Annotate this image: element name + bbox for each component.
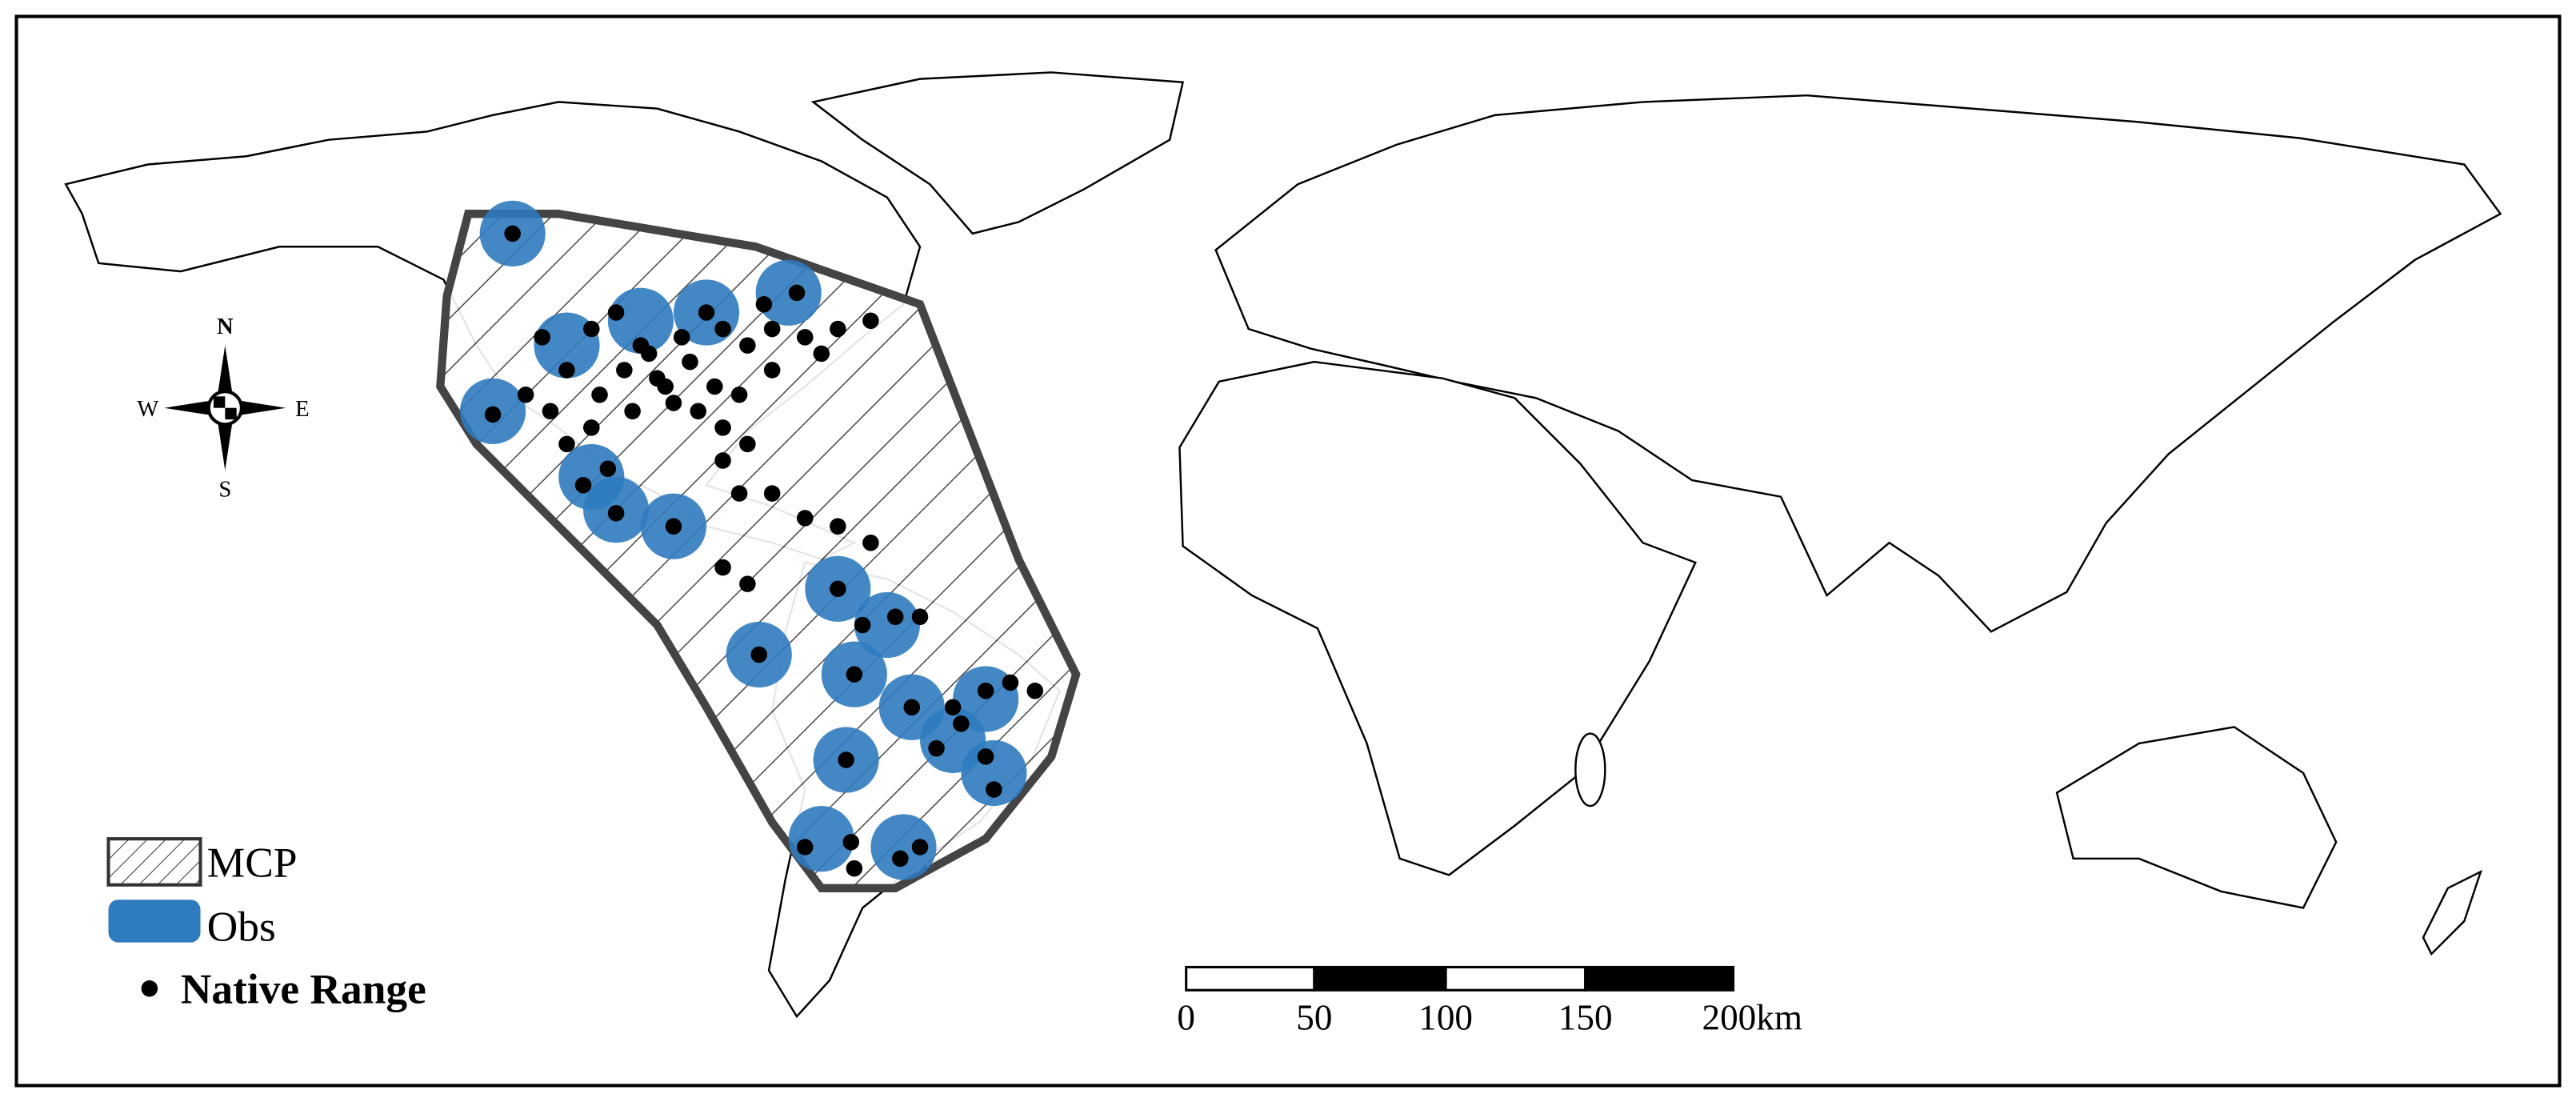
native-point	[846, 666, 863, 683]
native-point	[665, 518, 682, 535]
new-zealand	[2422, 869, 2483, 956]
native-point	[714, 419, 731, 436]
native-point	[706, 378, 723, 395]
native-point	[574, 477, 592, 494]
native-point	[838, 751, 854, 768]
native-point	[862, 312, 879, 330]
native-point	[739, 435, 756, 453]
native-point	[698, 304, 715, 321]
legend-obs-swatch	[108, 900, 201, 943]
native-point	[730, 386, 748, 403]
native-point	[558, 362, 575, 379]
native-point	[484, 406, 502, 423]
native-point	[558, 435, 575, 453]
native-point	[830, 320, 846, 338]
native-point	[854, 616, 871, 634]
native-point	[763, 362, 781, 379]
native-point	[599, 460, 617, 478]
native-point	[730, 485, 748, 502]
legend-label: Obs	[207, 903, 276, 951]
native-point	[542, 403, 559, 420]
legend-mcp-swatch	[106, 837, 202, 887]
legend: MCP Obs Native Range	[106, 837, 426, 1013]
native-point	[953, 715, 970, 732]
greenland	[810, 71, 1185, 235]
native-point	[788, 284, 806, 302]
native-point	[886, 608, 904, 625]
native-point	[986, 781, 1002, 798]
native-point	[690, 403, 707, 420]
native-point	[624, 403, 641, 420]
native-point	[607, 504, 625, 522]
obs-buffer	[607, 287, 674, 354]
native-point	[607, 304, 625, 321]
eurasia	[1214, 94, 2502, 633]
compass-e: E	[295, 396, 310, 422]
native-point	[846, 860, 863, 877]
compass-w: W	[137, 396, 159, 422]
native-point	[714, 452, 731, 469]
native-point	[739, 575, 756, 592]
africa	[1178, 360, 1697, 876]
native-point	[583, 320, 600, 338]
native-point	[1002, 674, 1019, 691]
native-point	[714, 559, 731, 576]
legend-label: Native Range	[181, 965, 426, 1013]
native-point	[813, 345, 830, 363]
compass-s: S	[218, 477, 231, 503]
native-point	[682, 353, 698, 371]
scale-label: 100	[1418, 998, 1473, 1038]
native-point	[714, 320, 731, 338]
scale-label: 50	[1296, 998, 1332, 1038]
native-point	[911, 839, 929, 856]
native-point	[504, 225, 521, 242]
native-point	[977, 682, 994, 699]
scale-bar: 0 50 100 150 200km	[1177, 965, 1802, 1038]
native-point	[665, 395, 682, 411]
native-point	[739, 337, 756, 354]
native-point	[862, 534, 879, 551]
native-point	[616, 362, 633, 379]
native-point	[763, 320, 781, 338]
native-point	[911, 608, 929, 625]
native-point	[583, 419, 600, 436]
native-point	[830, 518, 846, 535]
scale-label: 0	[1177, 998, 1195, 1038]
compass-n: N	[217, 314, 234, 339]
native-point	[796, 510, 814, 527]
native-point	[640, 345, 658, 363]
native-point	[517, 386, 534, 403]
native-point	[591, 386, 608, 403]
native-point	[750, 646, 768, 663]
obs-buffer	[870, 814, 937, 880]
native-range-points	[484, 225, 1044, 877]
native-point	[796, 839, 814, 856]
native-point	[657, 378, 674, 395]
native-point	[892, 850, 909, 868]
native-point	[977, 748, 994, 765]
native-point	[928, 739, 945, 757]
native-point	[842, 833, 860, 851]
compass: N E S W	[137, 314, 309, 502]
australia	[2055, 726, 2338, 909]
legend-label: MCP	[207, 838, 298, 886]
native-point	[830, 580, 846, 598]
native-point	[763, 485, 781, 502]
madagascar	[1574, 732, 1606, 807]
legend-point-swatch	[141, 980, 158, 997]
native-point	[903, 699, 920, 716]
native-point	[755, 295, 773, 313]
native-point	[796, 329, 814, 346]
native-point	[534, 329, 550, 346]
native-point	[1026, 682, 1044, 699]
scale-label: 150	[1558, 998, 1613, 1038]
obs-buffer	[854, 591, 920, 659]
scale-label: 200km	[1702, 998, 1802, 1038]
native-point	[673, 329, 690, 346]
native-point	[944, 699, 962, 716]
